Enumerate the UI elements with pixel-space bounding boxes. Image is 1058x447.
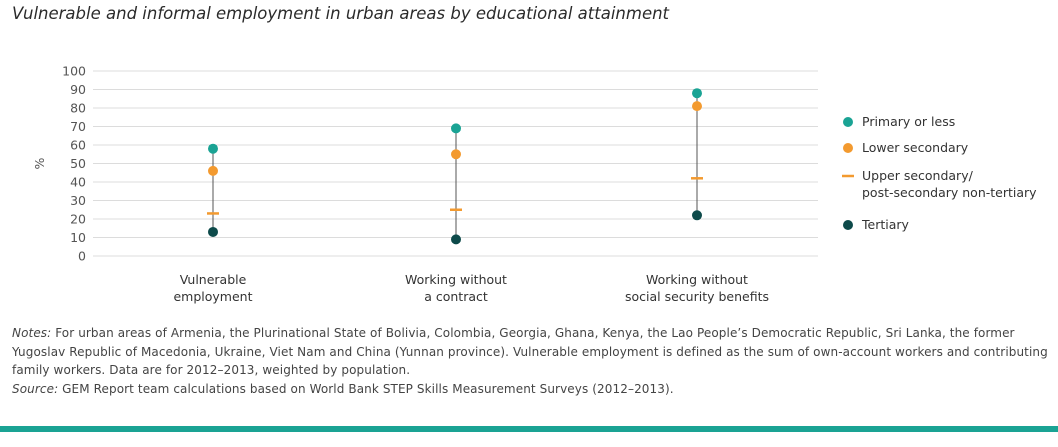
x-category-label: Working without social security benefits — [625, 272, 769, 304]
y-tick-label: 60 — [70, 138, 86, 153]
data-point — [208, 143, 218, 154]
y-tick-label: 100 — [62, 64, 86, 79]
source-label: Source: — [12, 381, 59, 396]
data-point — [692, 101, 702, 112]
y-axis-label: % — [32, 157, 47, 169]
notes-label: Notes: — [12, 326, 52, 340]
data-point — [208, 226, 218, 237]
y-tick-label: 30 — [70, 193, 86, 208]
legend-label: Primary or less — [862, 114, 955, 129]
legend-swatch — [843, 117, 853, 127]
legend-swatch — [843, 220, 853, 230]
legend-item: Lower secondary — [843, 140, 969, 155]
legend-label: Tertiary — [861, 217, 910, 232]
x-axis-categories: Vulnerable employment Working without a con… — [173, 272, 769, 304]
y-axis: 0 10 20 30 40 50 60 70 80 90 100 — [62, 64, 86, 264]
notes-text: For urban areas of Armenia, the Plurinat… — [12, 326, 1048, 377]
notes-paragraph: Notes: For urban areas of Armenia, the P… — [12, 324, 1052, 380]
legend-item: Primary or less — [843, 114, 955, 129]
chart: 0 10 20 30 40 50 60 70 80 90 100 % Vulnerable emplo… — [32, 64, 1037, 305]
y-tick-label: 80 — [70, 101, 86, 116]
legend-label: Lower secondary — [862, 140, 969, 155]
legend-item: Tertiary — [843, 217, 910, 232]
legend-item: Upper secondary/post-secondary non-terti… — [842, 168, 1037, 200]
y-tick-label: 70 — [70, 119, 86, 134]
y-tick-label: 40 — [70, 175, 86, 190]
source-text: GEM Report team calculations based on Wo… — [58, 381, 674, 396]
chart-title: Vulnerable and informal employment in ur… — [12, 4, 670, 23]
legend-label: Upper secondary/post-secondary non-terti… — [862, 168, 1037, 200]
data-point — [692, 88, 702, 99]
data-marks — [207, 88, 703, 245]
source-paragraph: Source: GEM Report team calculations bas… — [12, 380, 1052, 399]
x-category-label: Working without a contract — [405, 272, 507, 304]
y-tick-label: 90 — [70, 82, 86, 97]
data-point — [451, 123, 461, 134]
bottom-rule — [0, 426, 1058, 432]
range-lines — [212, 93, 698, 240]
data-point — [208, 165, 218, 176]
data-point — [692, 210, 702, 221]
y-tick-label: 50 — [70, 156, 86, 171]
y-tick-label: 10 — [70, 230, 86, 245]
legend: Primary or less Lower secondary Upper seco… — [842, 114, 1037, 232]
legend-swatch — [843, 143, 853, 153]
y-tick-label: 20 — [70, 212, 86, 227]
data-point — [451, 234, 461, 245]
x-category-label: Vulnerable employment — [173, 272, 252, 304]
y-tick-label: 0 — [78, 249, 86, 264]
notes: Notes: For urban areas of Armenia, the P… — [12, 324, 1052, 398]
data-point — [451, 149, 461, 160]
